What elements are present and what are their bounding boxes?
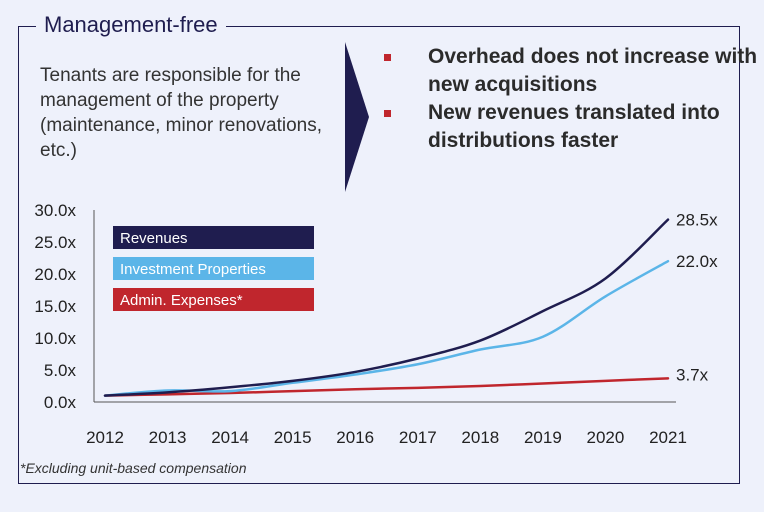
bullet-text: New revenues translated into distributio… (428, 101, 720, 152)
x-tick-label: 2015 (274, 428, 312, 447)
description-text: Tenants are responsible for the manageme… (40, 65, 322, 161)
y-tick-label: 30.0x (34, 201, 76, 220)
y-tick-label: 5.0x (44, 361, 77, 380)
x-tick-label: 2012 (86, 428, 124, 447)
y-tick-label: 15.0x (34, 297, 76, 316)
legend-swatch (113, 288, 314, 311)
data-label-revenues: 28.5x (676, 211, 718, 230)
bullet-square-icon (384, 54, 391, 61)
series-line-admin-expenses (103, 377, 670, 397)
legend-label: Investment Properties (120, 261, 266, 278)
data-label-investment-properties: 22.0x (676, 252, 718, 271)
x-tick-label: 2014 (211, 428, 249, 447)
x-tick-label: 2016 (336, 428, 374, 447)
x-tick-label: 2013 (149, 428, 187, 447)
legend-label: Revenues (120, 230, 188, 247)
legend-swatch (113, 257, 314, 280)
list-item: Overhead does not increase with new acqu… (384, 43, 758, 99)
x-tick-label: 2021 (649, 428, 687, 447)
legend-label: Admin. Expenses* (120, 292, 243, 309)
content-panel (18, 26, 740, 484)
series-line-investment-properties (103, 259, 670, 397)
y-tick-label: 20.0x (34, 265, 76, 284)
legend-swatch (113, 226, 314, 249)
list-item: New revenues translated into distributio… (384, 99, 758, 155)
page-title: Management-free (36, 11, 226, 39)
series-line-revenues (103, 218, 670, 397)
x-tick-label: 2019 (524, 428, 562, 447)
benefits-list: Overhead does not increase with new acqu… (384, 43, 758, 155)
bullet-text: Overhead does not increase with new acqu… (428, 45, 758, 96)
y-tick-label: 25.0x (34, 233, 76, 252)
y-tick-label: 10.0x (34, 329, 76, 348)
footnote: *Excluding unit-based compensation (20, 460, 247, 476)
bullet-square-icon (384, 110, 391, 117)
x-tick-label: 2018 (461, 428, 499, 447)
x-tick-label: 2020 (587, 428, 625, 447)
x-tick-label: 2017 (399, 428, 437, 447)
chevron-arrow-icon (345, 42, 369, 192)
y-tick-label: 0.0x (44, 393, 77, 412)
data-label-admin-expenses: 3.7x (676, 365, 709, 384)
